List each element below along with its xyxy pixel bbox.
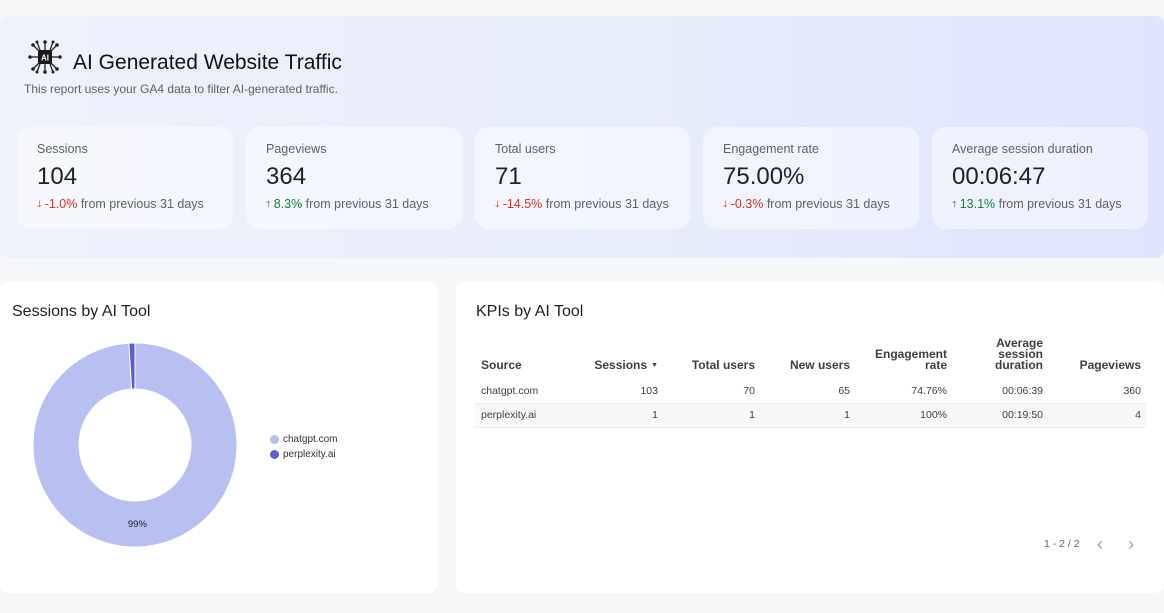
col-header-total-users[interactable]: Total users <box>691 358 755 372</box>
donut-data-label: 99% <box>128 519 148 530</box>
cell-new-users: 1 <box>761 403 856 428</box>
kpi-delta-value: -0.3% <box>730 197 764 211</box>
kpi-value: 75.00% <box>723 163 805 190</box>
kpi-delta-suffix: from previous 31 days <box>80 197 204 211</box>
donut-slice-chatgpt-com[interactable] <box>33 343 237 547</box>
cell-engagement-rate: 100% <box>856 403 953 428</box>
arrow-down-icon: 🡓 <box>37 199 42 209</box>
kpi-label: Total users <box>495 142 556 156</box>
kpi-label: Engagement rate <box>723 142 819 156</box>
cell-new-users: 65 <box>761 379 856 404</box>
report-header: AI AI Generated Website Traffic This rep… <box>0 16 1164 258</box>
table-row[interactable]: chatgpt.com 103 70 65 74.76% 00:06:39 36… <box>475 379 1147 404</box>
kpi-card-pageviews: Pageviews 364 🡑 8.3% from previous 31 day… <box>246 127 462 229</box>
kpi-delta-value: -14.5% <box>502 197 543 211</box>
kpi-label: Average session duration <box>952 142 1093 156</box>
table-row[interactable]: perplexity.ai 1 1 1 100% 00:19:50 4 <box>475 403 1147 428</box>
legend-dot <box>270 450 279 459</box>
arrow-up-icon: 🡑 <box>266 199 271 209</box>
arrow-up-icon: 🡑 <box>952 199 957 209</box>
cell-avg-session-duration: 00:19:50 <box>953 403 1049 428</box>
col-header-pageviews[interactable]: Pageviews <box>1079 358 1141 372</box>
col-header-sessions[interactable]: Sessions ▼ <box>594 358 658 372</box>
kpi-table: Source Sessions ▼ Total users New users E… <box>475 336 1147 428</box>
legend-item-chatgpt[interactable]: chatgpt.com <box>270 432 337 447</box>
kpi-delta-suffix: from previous 31 days <box>766 197 890 211</box>
legend-dot <box>270 435 279 444</box>
prev-page-button[interactable]: ‹ <box>1097 534 1103 554</box>
cell-total-users: 70 <box>664 379 761 404</box>
sessions-donut-chart[interactable]: 99% <box>33 343 237 547</box>
kpi-delta-value: 8.3% <box>273 197 303 211</box>
logo-text: AI <box>41 54 49 63</box>
arrow-down-icon: 🡓 <box>723 199 728 209</box>
legend-label: perplexity.ai <box>283 449 336 460</box>
col-header-new-users[interactable]: New users <box>789 358 850 372</box>
kpi-value: 71 <box>495 163 522 190</box>
legend-item-perplexity[interactable]: perplexity.ai <box>270 447 337 462</box>
cell-pageviews: 360 <box>1049 379 1147 404</box>
kpi-delta: 🡑 13.1% from previous 31 days <box>952 197 1122 213</box>
kpi-delta-suffix: from previous 31 days <box>998 197 1122 211</box>
ai-network-icon: AI <box>28 40 62 74</box>
kpi-card-sessions: Sessions 104 🡓 -1.0% from previous 31 day… <box>17 127 233 229</box>
cell-avg-session-duration: 00:06:39 <box>953 379 1049 404</box>
kpi-value: 364 <box>266 163 307 190</box>
kpi-delta: 🡓 -14.5% from previous 31 days <box>495 197 669 213</box>
next-page-button[interactable]: › <box>1128 534 1134 554</box>
legend-label: chatgpt.com <box>283 434 338 445</box>
arrow-down-icon: 🡓 <box>495 199 500 209</box>
page-subtitle: This report uses your GA4 data to filter… <box>24 82 338 96</box>
kpi-delta-suffix: from previous 31 days <box>545 197 669 211</box>
cell-sessions: 103 <box>570 379 664 404</box>
cell-source: perplexity.ai <box>475 403 570 428</box>
kpi-card-total-users: Total users 71 🡓 -14.5% from previous 31 … <box>475 127 691 229</box>
chevron-right-icon: › <box>1128 534 1134 554</box>
kpi-value: 00:06:47 <box>952 163 1046 190</box>
kpi-value: 104 <box>37 163 78 190</box>
page-title: AI Generated Website Traffic <box>73 51 342 74</box>
cell-total-users: 1 <box>664 403 761 428</box>
kpi-delta-value: -1.0% <box>44 197 78 211</box>
chart-legend: chatgpt.com perplexity.ai <box>270 432 337 462</box>
cell-pageviews: 4 <box>1049 403 1147 428</box>
kpi-delta-value: 13.1% <box>959 197 996 211</box>
kpi-table-card <box>456 281 1164 593</box>
sort-desc-icon: ▼ <box>651 362 658 369</box>
kpi-label: Sessions <box>37 142 88 156</box>
chevron-left-icon: ‹ <box>1097 534 1103 554</box>
col-header-avg-session-duration[interactable]: Average session duration <box>995 336 1043 372</box>
cell-sessions: 1 <box>570 403 664 428</box>
kpi-card-avg-session-duration: Average session duration 00:06:47 🡑 13.1%… <box>932 127 1148 229</box>
kpi-table-title: KPIs by AI Tool <box>476 303 584 320</box>
table-header-row: Source Sessions ▼ Total users New users E… <box>475 336 1147 379</box>
kpi-delta-suffix: from previous 31 days <box>305 197 429 211</box>
cell-engagement-rate: 74.76% <box>856 379 953 404</box>
donut-slice-perplexity-ai[interactable] <box>128 343 136 390</box>
kpi-delta: 🡓 -0.3% from previous 31 days <box>723 197 890 213</box>
pagination-label: 1 - 2 / 2 <box>1044 538 1080 550</box>
cell-source: chatgpt.com <box>475 379 570 404</box>
kpi-label: Pageviews <box>266 142 327 156</box>
kpi-delta: 🡓 -1.0% from previous 31 days <box>37 197 204 213</box>
kpi-card-engagement-rate: Engagement rate 75.00% 🡓 -0.3% from previ… <box>703 127 919 229</box>
col-header-source[interactable]: Source <box>481 358 522 372</box>
col-header-engagement-rate[interactable]: Engagement rate <box>874 347 947 372</box>
sessions-chart-title: Sessions by AI Tool <box>12 303 151 320</box>
kpi-delta: 🡑 8.3% from previous 31 days <box>266 197 429 213</box>
